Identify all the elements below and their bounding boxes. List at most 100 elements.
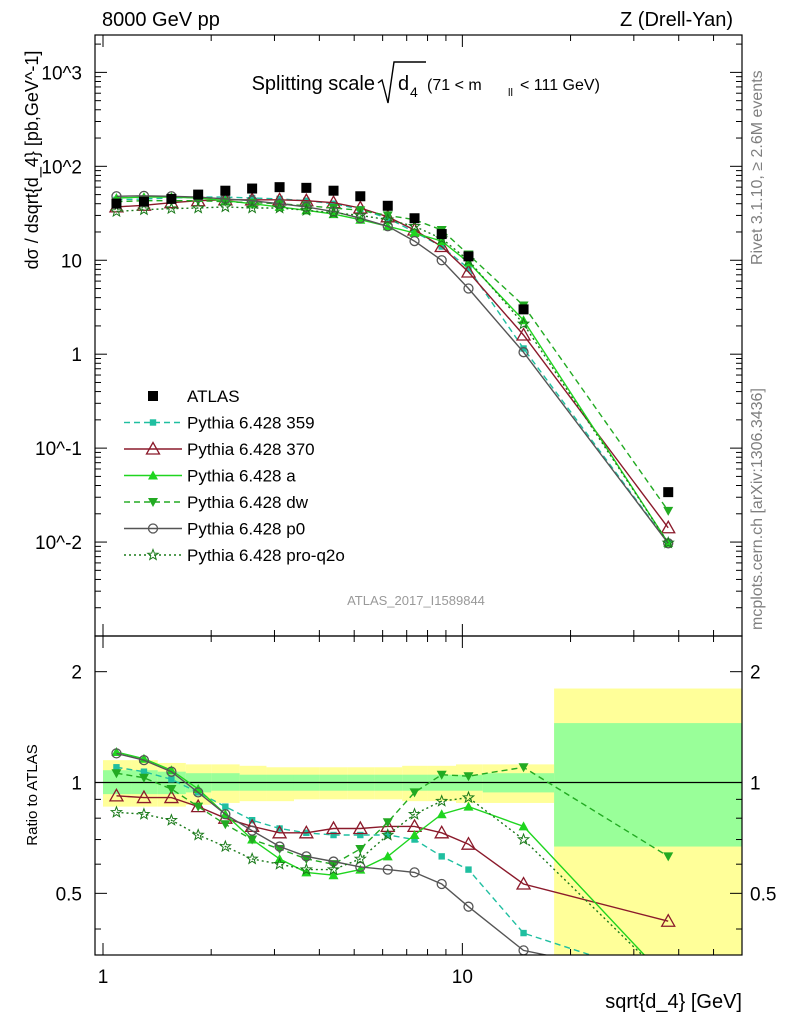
- data-point-11: [409, 213, 420, 224]
- side-site: mcplots.cern.ch [arXiv:1306.3436]: [749, 388, 766, 630]
- main-point-5-9: [355, 213, 366, 224]
- ratio-point-2-14: [518, 821, 529, 831]
- main-point-5-13: [463, 283, 474, 294]
- legend-label-0: ATLAS: [187, 387, 240, 406]
- ratio-point-1-7: [298, 825, 314, 839]
- ratio-point-5-6: [272, 857, 287, 870]
- ratio-point-5-5: [245, 852, 259, 865]
- data-point-8: [328, 185, 339, 196]
- ratio-point-0-6: [276, 825, 283, 832]
- data-point-0: [111, 198, 122, 209]
- ratio-point-0-0: [113, 764, 120, 771]
- data-point-2: [166, 193, 177, 204]
- legend-label-5: Pythia 6.428 p0: [187, 520, 305, 539]
- data-point-5: [247, 183, 258, 194]
- ratio-point-1-9: [352, 820, 368, 835]
- main-point-1-5: [248, 194, 256, 202]
- analysis-id: ATLAS_2017_I1589844: [347, 593, 485, 608]
- y-tick-label-0: 10^-2: [35, 533, 82, 554]
- band-1-bin-15: [554, 723, 742, 847]
- data-point-14: [518, 304, 529, 315]
- ratio-point-4-9: [355, 861, 366, 873]
- ratio-point-2-13: [463, 801, 474, 811]
- data-point-9: [355, 191, 366, 202]
- ratio-point-4-0: [111, 748, 122, 759]
- main-point-5-5: [246, 195, 258, 206]
- ratio-point-1-14: [515, 876, 532, 890]
- header-right: Z (Drell-Yan): [620, 9, 733, 31]
- ratio-point-1-2: [163, 789, 180, 804]
- main-point-6-9: [353, 208, 367, 222]
- ratio-point-1-12: [434, 825, 450, 839]
- legend-label-3: Pythia 6.428 a: [187, 467, 296, 486]
- ratio-point-0-8: [330, 831, 337, 839]
- x-axis-label: sqrt{d_4} [GeV]: [605, 991, 742, 1013]
- ratio-point-3-0: [111, 769, 122, 779]
- main-point-6-2: [164, 201, 178, 215]
- data-point-12: [436, 229, 447, 240]
- data-point-3: [193, 189, 204, 200]
- title-cut-end: < 111 GeV): [520, 77, 600, 94]
- ratio-point-0-14: [520, 929, 527, 937]
- ratio-point-5-10: [381, 828, 395, 841]
- x-tick-label-0: 1: [98, 967, 109, 988]
- main-point-2-12: [434, 238, 450, 253]
- ratio-point-5-7: [299, 862, 313, 876]
- main-y-axis-label: dσ / dsqrt{d_4} [pb,GeV^-1]: [22, 51, 43, 270]
- main-point-5-11: [409, 235, 420, 247]
- data-point-10: [382, 200, 393, 211]
- legend-marker-0: [148, 391, 158, 401]
- ratio-line-5: [116, 796, 644, 955]
- ratio-point-4-3: [193, 787, 204, 798]
- data-point-7: [301, 182, 312, 193]
- legend-label-1: Pythia 6.428 359: [187, 414, 315, 433]
- ratio-point-4-13: [463, 901, 474, 912]
- ratio-point-3-14: [518, 763, 529, 773]
- main-point-6-15: [661, 535, 675, 549]
- y-tick-label-1: 10^-1: [35, 439, 82, 460]
- data-point-4: [220, 185, 231, 196]
- ratio-point-5-12: [435, 794, 449, 807]
- main-panel: 10^-2 10^-1 1 10 10^2 10^3: [35, 34, 743, 637]
- title-cut: (71 < m: [427, 77, 482, 94]
- legend-marker-4: [148, 498, 158, 507]
- ratio-y-axis-label: Ratio to ATLAS: [24, 744, 41, 845]
- ratio-point-3-3: [193, 802, 204, 812]
- ratio-point-5-8: [326, 862, 341, 876]
- ratio-point-2-10: [382, 851, 393, 861]
- legend-marker-5: [147, 523, 159, 534]
- ratio-point-3-2: [166, 785, 177, 795]
- ratio-point-2-2: [166, 765, 177, 775]
- main-point-2-14: [515, 327, 532, 341]
- ratio-point-5-3: [191, 828, 205, 841]
- ratio-frame: [94, 635, 743, 956]
- legend-label-2: Pythia 6.428 370: [187, 440, 315, 459]
- main-point-1-14: [520, 345, 527, 352]
- main-line-1: [116, 196, 669, 544]
- ratio-point-5-14: [516, 832, 531, 846]
- y-tick-label-3: 10: [61, 251, 82, 272]
- ratio-point-5-0: [109, 805, 124, 818]
- ratio-point-0-4: [222, 803, 229, 810]
- main-point-1-13: [465, 265, 472, 272]
- ratio-panel: 1 10 0.5 0.5 1 1 2 2: [56, 635, 776, 988]
- ratio-series-5: [109, 790, 644, 955]
- ratio-point-4-2: [166, 766, 177, 777]
- title-symbol: d: [398, 73, 409, 95]
- main-point-6-5: [245, 201, 259, 214]
- ratio-tick-label-left-2: 2: [71, 663, 82, 684]
- ratio-point-5-9: [353, 852, 367, 865]
- main-point-2-15: [660, 519, 676, 534]
- legend-marker-6: [146, 548, 160, 561]
- ratio-point-3-10: [382, 818, 393, 828]
- side-version: Rivet 3.1.10, ≥ 2.6M events: [749, 70, 766, 265]
- ratio-tick-label-right-0: 0.5: [750, 884, 776, 905]
- ratio-point-0-1: [140, 768, 148, 775]
- main-point-6-10: [381, 212, 395, 226]
- ratio-point-4-5: [246, 825, 258, 836]
- ratio-point-1-13: [460, 836, 477, 850]
- data-point-15: [663, 487, 674, 498]
- main-point-3-11: [409, 228, 420, 238]
- ratio-point-0-11: [411, 836, 418, 843]
